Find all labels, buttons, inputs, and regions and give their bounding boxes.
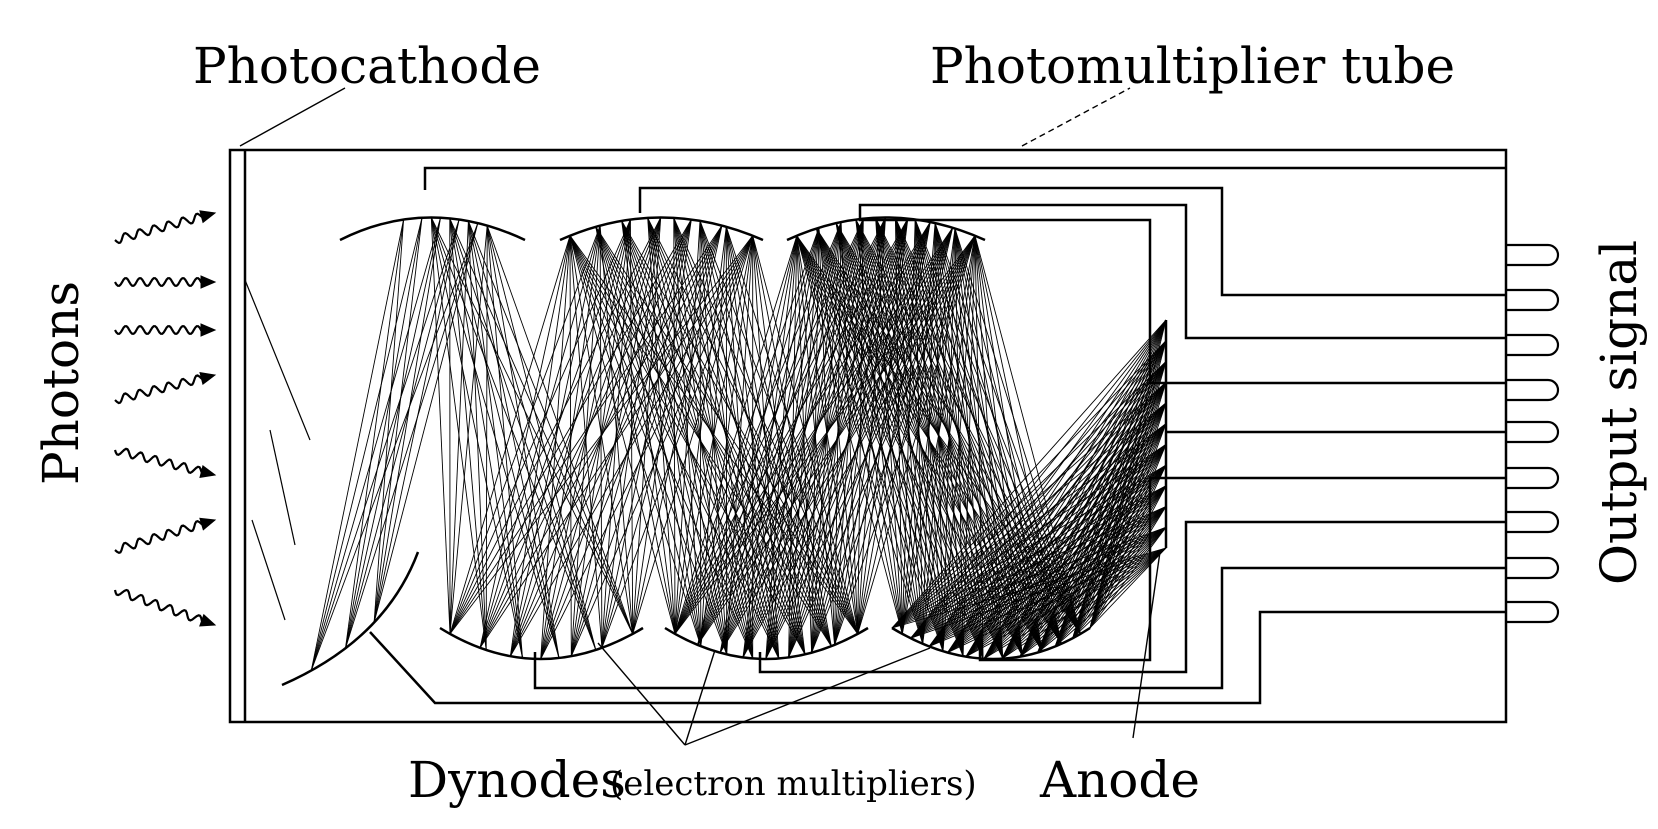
dynode-leader-3 bbox=[685, 648, 930, 745]
dynodes-note: (electron multipliers) bbox=[610, 764, 977, 804]
anode-leader bbox=[1133, 552, 1160, 738]
connector-pin-icon bbox=[1506, 468, 1558, 488]
arrow-head-icon bbox=[200, 615, 215, 626]
electron-path bbox=[675, 219, 863, 634]
dynodes-label: Dynodes bbox=[408, 751, 626, 809]
photon-arrows bbox=[115, 211, 215, 626]
electron-path bbox=[346, 220, 404, 649]
photon-path bbox=[270, 430, 295, 545]
photocathode-leader bbox=[240, 88, 345, 146]
photon-path bbox=[245, 280, 310, 440]
electron-path bbox=[374, 220, 404, 623]
photons-label: Photons bbox=[32, 281, 90, 485]
anode-label: Anode bbox=[1039, 751, 1200, 809]
photocathode-label: Photocathode bbox=[193, 37, 541, 95]
connector-pin-icon bbox=[1506, 512, 1558, 532]
electron-path bbox=[487, 226, 522, 658]
arrow-head-icon bbox=[201, 324, 215, 336]
photon-wave-icon bbox=[115, 326, 213, 334]
arrow-head-icon bbox=[200, 518, 215, 530]
dynode-leader-2 bbox=[685, 650, 715, 745]
electron-path bbox=[311, 218, 422, 671]
connector-pin-icon bbox=[1506, 245, 1558, 265]
connector-pin-icon bbox=[1506, 602, 1558, 622]
electron-path bbox=[541, 236, 753, 659]
arrow-head-icon bbox=[200, 211, 215, 223]
connector-pin-icon bbox=[1506, 380, 1558, 400]
electron-path bbox=[431, 218, 450, 634]
electron-path bbox=[541, 236, 570, 659]
electron-path bbox=[510, 226, 600, 657]
dynode-2 bbox=[560, 218, 763, 241]
tube-outline bbox=[230, 150, 1506, 722]
output-label: Output signal bbox=[1590, 240, 1648, 585]
arrow-head-icon bbox=[201, 276, 215, 288]
connector-pin-icon bbox=[1506, 422, 1558, 442]
photon-wave-icon bbox=[115, 278, 213, 286]
photon-wave-icon bbox=[115, 590, 213, 624]
photon-path bbox=[252, 520, 285, 620]
electron-path bbox=[468, 221, 595, 650]
tube-label: Photomultiplier tube bbox=[930, 37, 1455, 95]
tube-leader bbox=[1022, 88, 1130, 146]
electron-trajectories bbox=[245, 218, 1166, 671]
photon-wave-icon bbox=[115, 521, 213, 553]
photon-wave-icon bbox=[115, 449, 213, 475]
dynode-leader-1 bbox=[598, 643, 685, 745]
photon-wave-icon bbox=[115, 214, 213, 243]
arrow-head-icon bbox=[200, 466, 215, 478]
output-pins bbox=[1506, 245, 1558, 622]
wire-1 bbox=[425, 168, 1506, 190]
photocathode-plate bbox=[282, 552, 418, 685]
electron-path bbox=[311, 220, 459, 671]
arrow-head-icon bbox=[200, 373, 215, 385]
connector-pin-icon bbox=[1506, 558, 1558, 578]
connector-pin-icon bbox=[1506, 335, 1558, 355]
connector-pin-icon bbox=[1506, 290, 1558, 310]
photon-wave-icon bbox=[115, 375, 213, 403]
tube-body bbox=[230, 150, 1506, 722]
